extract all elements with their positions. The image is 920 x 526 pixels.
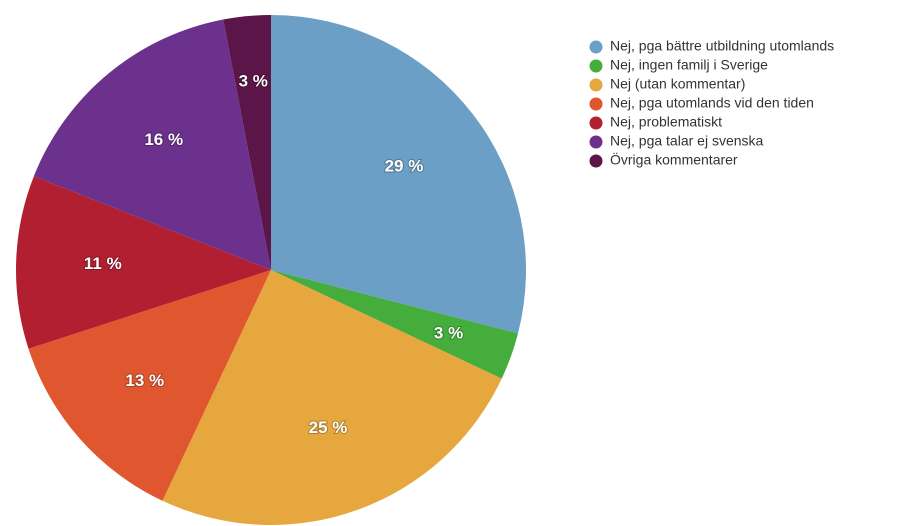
pie-slice (162, 270, 502, 525)
slice-label: 13 % (125, 371, 164, 390)
pie: 29 % 3 % 25 % 13 % 11 % 16 % 3 % (15, 15, 526, 525)
pie-slice (15, 176, 271, 349)
legend-label: Nej, problematiskt (610, 114, 722, 130)
legend-label: Nej (utan kommentar) (610, 76, 745, 92)
pie-slice (33, 19, 271, 270)
slice-label: 11 % (84, 254, 122, 273)
legend-label: Nej, pga utomlands vid den tiden (610, 95, 814, 111)
legend-label: Nej, ingen familj i Sverige (610, 57, 768, 73)
legend-swatch (589, 40, 603, 54)
legend-swatch (589, 154, 603, 168)
legend-label: Övriga kommentarer (610, 151, 738, 168)
pie-slice (271, 270, 518, 379)
legend-label: Nej, pga bättre utbildning utomlands (610, 38, 834, 54)
legend-swatch (589, 78, 603, 92)
slice-label: 3 % (434, 323, 463, 342)
legend: Nej, pga bättre utbildning utomlands Nej,… (589, 38, 834, 168)
legend-swatch (589, 116, 603, 130)
legend-label: Nej, pga talar ej svenska (610, 133, 764, 149)
legend-swatch (589, 97, 603, 111)
pie-slice (223, 15, 271, 270)
legend-swatch (589, 59, 603, 73)
pie-slice (271, 15, 526, 334)
slice-label: 3 % (239, 72, 268, 91)
slice-label: 25 % (309, 418, 348, 437)
legend-swatch (589, 135, 603, 149)
slice-label: 16 % (144, 130, 183, 149)
slice-label: 29 % (385, 156, 424, 175)
pie-slice (28, 270, 271, 501)
